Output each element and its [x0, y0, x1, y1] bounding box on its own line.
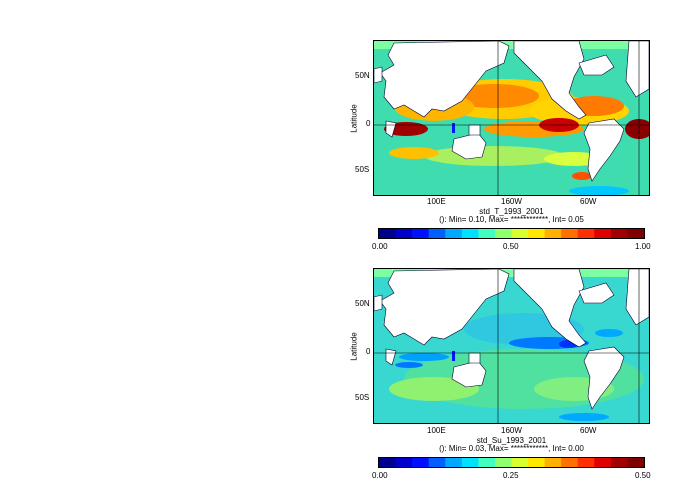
colorbar-svg	[379, 229, 644, 238]
colorbar-swatch	[428, 229, 446, 238]
map-temperature-std	[373, 40, 650, 196]
colorbar-svg	[379, 458, 644, 467]
lon-tick-label: 160W	[501, 426, 522, 435]
colorbar-swatch	[379, 458, 397, 467]
colorbar-swatch	[627, 458, 644, 467]
colorbar-swatch	[412, 458, 430, 467]
y-axis-label: Latitude	[349, 332, 359, 361]
lat-tick-label: 50S	[355, 165, 370, 174]
colorbar-swatch	[412, 229, 430, 238]
colorbar-swatch	[379, 229, 397, 238]
colorbar-swatch	[528, 458, 546, 467]
colorbar-tick-label: 0.00	[372, 242, 388, 251]
colorbar-swatch	[511, 458, 529, 467]
colorbar-swatch	[577, 229, 595, 238]
map-stats: (): Min= 0.10, Max= ************, Int= 0…	[439, 215, 584, 224]
colorbar-swatch	[544, 229, 562, 238]
map-title: std_T_1993_2001	[479, 207, 544, 216]
colorbar-swatch	[561, 229, 579, 238]
lat-tick-label: 0	[366, 119, 371, 128]
map-salinity-std	[373, 268, 650, 424]
colorbar	[378, 457, 645, 468]
colorbar-swatch	[428, 458, 446, 467]
colorbar-swatch	[544, 458, 562, 467]
colorbar-swatch	[594, 458, 612, 467]
colorbar-swatch	[528, 229, 546, 238]
colorbar-swatch	[494, 458, 512, 467]
map-title: std_Su_1993_2001	[476, 436, 547, 445]
colorbar-swatch	[577, 458, 595, 467]
colorbar-tick-label: 0.00	[372, 471, 388, 480]
colorbar-tick-label: 1.00	[635, 242, 651, 251]
map-stats: (): Min= 0.03, Max= ************, Int= 0…	[439, 444, 584, 453]
colorbar-swatch	[494, 229, 512, 238]
colorbar-swatch	[395, 458, 413, 467]
colorbar-tick-label: 0.50	[635, 471, 651, 480]
colorbar-swatch	[610, 458, 628, 467]
lon-tick-label: 100E	[427, 426, 446, 435]
lon-tick-label: 160W	[501, 197, 522, 206]
panel-bottom: Latitude 50N 0 50S 100E 160W 60W std_Su_…	[350, 268, 651, 480]
lat-tick-label: 0	[366, 347, 371, 356]
colorbar-tick-label: 0.25	[503, 471, 519, 480]
colorbar-swatch	[478, 458, 496, 467]
lat-tick-label: 50N	[355, 299, 370, 308]
colorbar-swatch	[610, 229, 628, 238]
colorbar-swatch	[478, 229, 496, 238]
lon-tick-label: 60W	[580, 426, 597, 435]
lat-tick-label: 50N	[355, 71, 370, 80]
colorbar-tick-label: 0.50	[503, 242, 519, 251]
colorbar	[378, 228, 645, 239]
colorbar-swatch	[561, 458, 579, 467]
colorbar-swatch	[445, 229, 463, 238]
lat-tick-label: 50S	[355, 393, 370, 402]
colorbar-swatch	[461, 458, 479, 467]
colorbar-swatch	[461, 229, 479, 238]
map-temperature-svg	[374, 41, 649, 195]
panel-top: Latitude 50N 0 50S 100E 160W 60W std_T_1…	[350, 40, 651, 251]
colorbar-swatch	[395, 229, 413, 238]
lon-tick-label: 100E	[427, 197, 446, 206]
lon-tick-label: 60W	[580, 197, 597, 206]
colorbar-swatch	[594, 229, 612, 238]
colorbar-swatch	[511, 229, 529, 238]
map-salinity-svg	[374, 269, 649, 423]
colorbar-swatch	[445, 458, 463, 467]
colorbar-swatch	[627, 229, 644, 238]
